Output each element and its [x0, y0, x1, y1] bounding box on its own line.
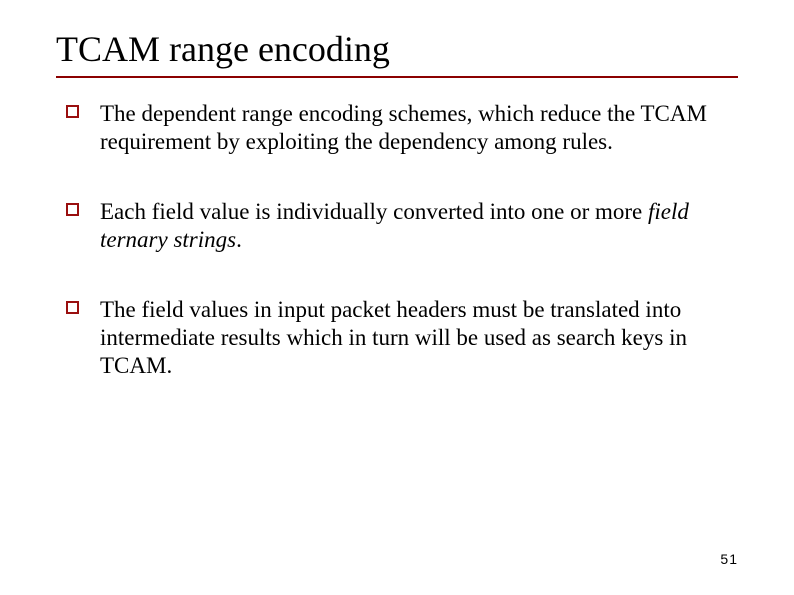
slide-title: TCAM range encoding	[56, 30, 738, 70]
bullet-text-pre: The dependent range encoding schemes, wh…	[100, 101, 707, 154]
list-item: The field values in input packet headers…	[56, 296, 738, 380]
slide: TCAM range encoding The dependent range …	[0, 0, 794, 595]
bullet-text-post: .	[236, 227, 242, 252]
page-number: 51	[720, 551, 738, 567]
bullet-text-pre: Each field value is individually convert…	[100, 199, 648, 224]
list-item: Each field value is individually convert…	[56, 198, 738, 254]
square-bullet-icon	[66, 203, 79, 216]
square-bullet-icon	[66, 301, 79, 314]
list-item: The dependent range encoding schemes, wh…	[56, 100, 738, 156]
bullet-text-pre: The field values in input packet headers…	[100, 297, 687, 378]
title-rule	[56, 76, 738, 78]
square-bullet-icon	[66, 105, 79, 118]
bullet-list: The dependent range encoding schemes, wh…	[56, 100, 738, 380]
